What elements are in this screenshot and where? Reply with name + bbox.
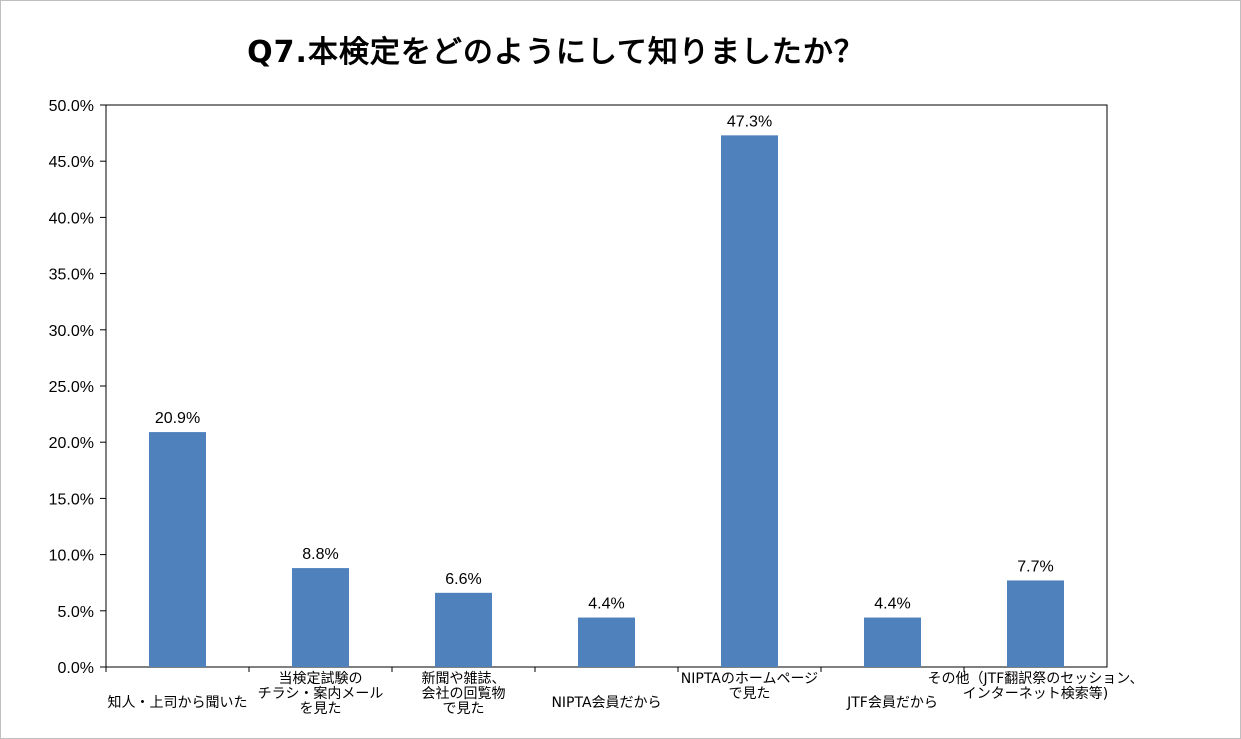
y-tick-label: 20.0% [49, 435, 94, 452]
data-label: 4.4% [874, 596, 910, 613]
category-label: NIPTAのホームページ [681, 671, 818, 687]
category-label: 当検定試験の [279, 671, 363, 687]
category-label: 新聞や雑誌、 [422, 671, 506, 687]
bar [1007, 580, 1064, 667]
bars [105, 135, 1064, 672]
y-tick-label: 5.0% [58, 604, 94, 621]
y-tick-label: 35.0% [49, 267, 94, 284]
data-labels: 20.9% 8.8% 6.6% 4.4% 47.3% 4.4% 7.7% [155, 113, 1054, 612]
bar [435, 592, 492, 667]
data-label: 47.3% [727, 113, 772, 130]
chart-title: Q7.本検定をどのようにして知りましたか？ [247, 35, 865, 70]
y-axis: 0.0% 5.0% 10.0% 15.0% 20.0% 25.0% 30.0% 35.0% 40… [49, 98, 106, 677]
data-label: 6.6% [445, 571, 481, 588]
y-tick-label: 0.0% [58, 660, 94, 677]
category-label: NIPTA会員だから [551, 695, 661, 711]
bar [721, 135, 778, 667]
category-label: インターネット検索等) [963, 685, 1108, 702]
data-label: 4.4% [588, 596, 624, 613]
data-label: 20.9% [155, 410, 200, 427]
y-tick-label: 25.0% [49, 379, 94, 396]
category-label: を見た [300, 701, 342, 717]
y-tick-label: 30.0% [49, 323, 94, 340]
bar [149, 432, 206, 667]
y-tick-label: 45.0% [49, 154, 94, 171]
y-tick-label: 50.0% [49, 98, 94, 115]
bar [864, 617, 921, 667]
y-tick-label: 10.0% [49, 548, 94, 565]
plot-area [105, 104, 1108, 668]
y-tick-label: 40.0% [49, 210, 94, 227]
data-label: 7.7% [1017, 558, 1053, 575]
category-label: その他（JTF翻訳祭のセッション、 [928, 671, 1144, 687]
category-label: で見た [443, 701, 485, 717]
category-label: JTF会員だから [846, 695, 938, 711]
category-label: 会社の回覧物 [422, 685, 506, 702]
category-label: チラシ・案内メール [258, 685, 384, 702]
y-tick-label: 15.0% [49, 491, 94, 508]
data-label: 8.8% [302, 546, 338, 563]
category-label: 知人・上司から聞いた [108, 694, 248, 711]
category-label: で見た [729, 686, 771, 702]
bar [578, 617, 635, 667]
bar [292, 568, 349, 667]
